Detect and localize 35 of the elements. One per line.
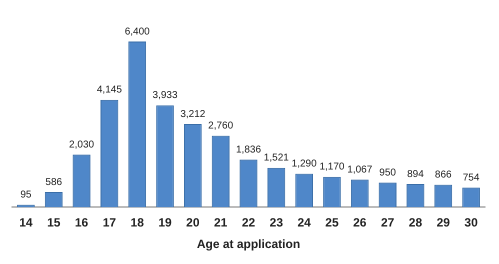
- x-tick-label: 15: [47, 216, 61, 230]
- data-label: 1,290: [292, 158, 318, 170]
- x-tick-label: 25: [325, 216, 339, 230]
- x-tick-label: 16: [74, 216, 89, 230]
- x-tick-label: 24: [297, 216, 312, 230]
- data-label: 4,145: [96, 84, 122, 96]
- data-label: 3,212: [180, 108, 206, 120]
- data-label: 2,030: [69, 139, 95, 150]
- data-label: 95: [20, 189, 32, 200]
- data-label: 1,836: [236, 144, 262, 156]
- x-tick-label: 14: [19, 216, 33, 230]
- data-label: 2,760: [208, 120, 234, 132]
- data-label: 1,067: [347, 164, 373, 176]
- x-tick-label: 26: [353, 216, 367, 230]
- data-label: 950: [379, 167, 396, 178]
- data-label: 1,170: [319, 162, 345, 173]
- data-label: 754: [462, 172, 480, 184]
- x-tick-label: 23: [270, 216, 284, 230]
- x-tick-label: 29: [436, 216, 450, 230]
- data-label: 894: [407, 168, 424, 180]
- x-tick-label: 30: [464, 216, 478, 230]
- x-tick-label: 21: [214, 216, 228, 230]
- data-label: 1,521: [264, 152, 290, 164]
- x-tick-label: 17: [102, 216, 116, 230]
- x-tick-label: 27: [380, 216, 395, 230]
- x-tick-label: 22: [242, 216, 256, 230]
- x-axis-title: Age at application: [196, 237, 300, 252]
- x-tick-label: 20: [186, 216, 200, 230]
- data-label: 866: [434, 170, 452, 181]
- data-label: 6,400: [124, 26, 150, 38]
- data-label: 586: [45, 176, 63, 188]
- data-label: 3,933: [152, 90, 178, 102]
- x-tick-label: 19: [158, 216, 172, 230]
- x-tick-label: 28: [408, 216, 422, 230]
- x-tick-label: 18: [130, 216, 144, 230]
